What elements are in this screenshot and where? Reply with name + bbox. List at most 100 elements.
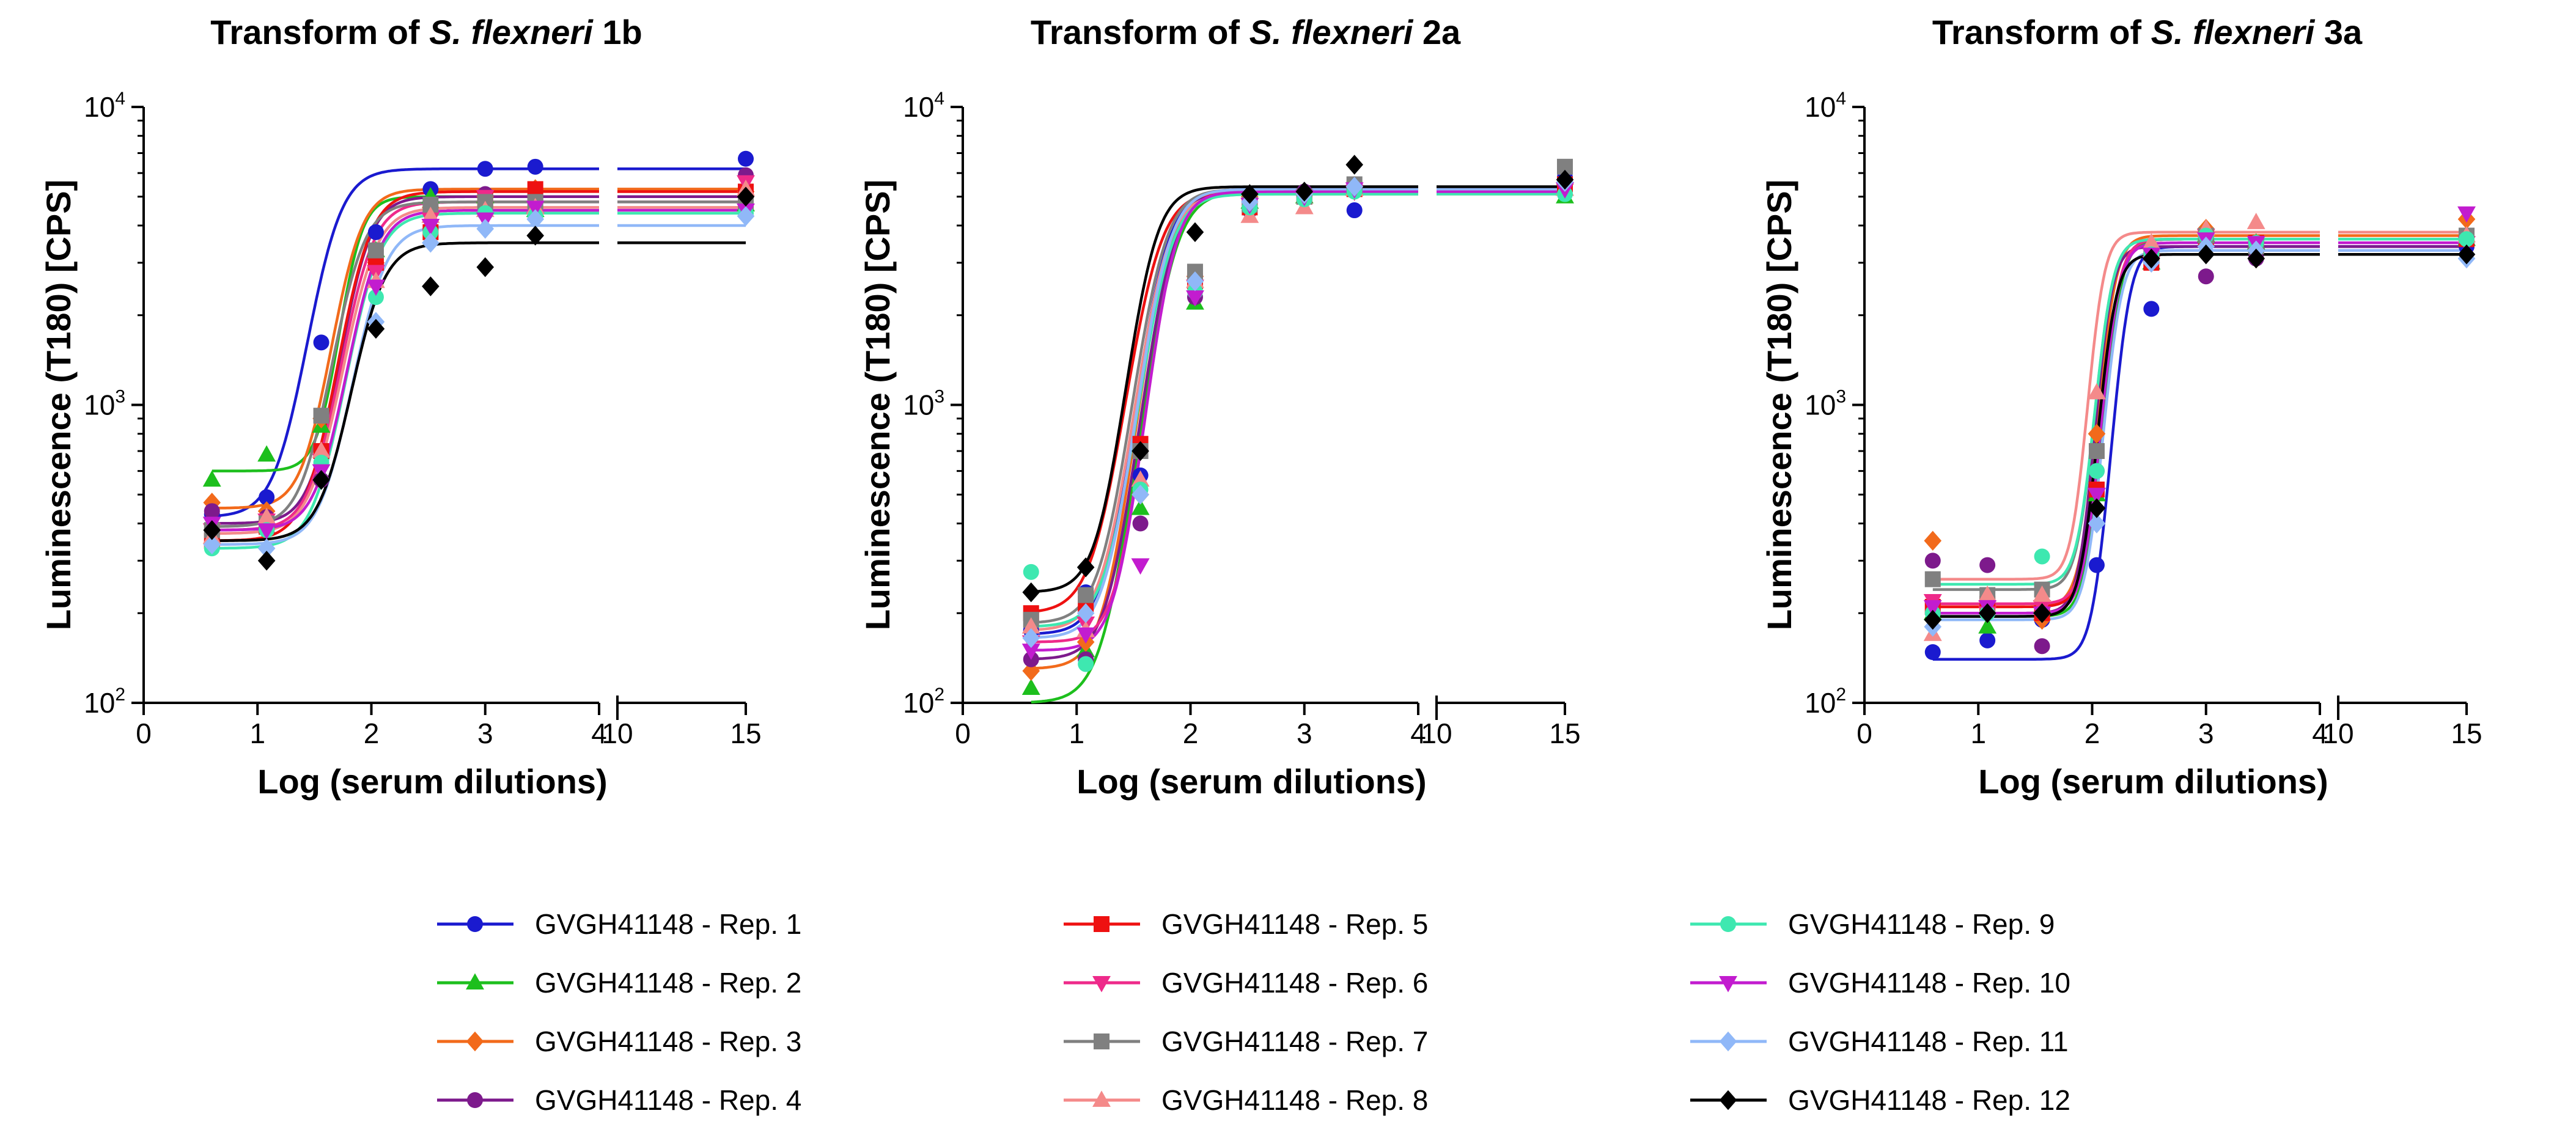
data-point-rep-10 [421, 218, 440, 235]
legend-marker [1719, 1031, 1737, 1052]
data-point-rep-12 [1295, 182, 1314, 202]
legend-marker [1094, 916, 1110, 932]
data-point-rep-12 [422, 276, 440, 296]
data-point-rep-12 [1345, 155, 1363, 175]
legend-item-rep-10: GVGH41148 - Rep. 10 [1690, 967, 2070, 999]
data-point-rep-12 [257, 551, 276, 571]
data-point-rep-12 [2457, 244, 2476, 265]
y-tick-exponent: 3 [934, 387, 944, 407]
y-tick-exponent: 4 [115, 89, 125, 109]
x-tick-label: 10 [2322, 718, 2353, 749]
x-tick-label: 15 [730, 718, 761, 749]
data-point-rep-11 [1132, 485, 1149, 505]
fit-curve-rep-7 [212, 200, 599, 528]
data-point-rep-11 [1345, 177, 1363, 197]
fit-curve-rep-10 [1932, 241, 2320, 615]
legend-item-rep-9: GVGH41148 - Rep. 9 [1690, 908, 2055, 940]
data-point-rep-1 [259, 489, 275, 505]
x-tick-label: 3 [1297, 718, 1312, 749]
data-point-rep-12 [1241, 184, 1259, 204]
data-point-rep-12 [1022, 582, 1040, 603]
y-tick-exponent: 2 [934, 685, 944, 705]
y-tick-label: 103 [1805, 387, 1846, 421]
data-point-rep-8 [257, 507, 276, 524]
data-point-rep-11 [1076, 603, 1095, 623]
y-tick-label: 102 [1805, 685, 1846, 719]
data-point-rep-12 [1186, 222, 1204, 243]
data-point-rep-7 [1078, 587, 1094, 603]
data-point-rep-4 [1924, 552, 1941, 569]
legend-item-rep-5: GVGH41148 - Rep. 5 [1064, 908, 1428, 940]
y-axis-label: Luminescence (T180) [CPS] [858, 180, 897, 631]
y-tick-label: 104 [1805, 89, 1846, 123]
fit-curve-rep-7 [1932, 238, 2320, 591]
data-point-rep-1 [2143, 301, 2160, 317]
y-tick-base: 10 [84, 389, 115, 421]
data-point-rep-4 [2034, 638, 2050, 655]
data-point-rep-7 [367, 242, 384, 259]
data-point-rep-12 [2247, 248, 2265, 269]
legend-marker [1094, 1033, 1110, 1049]
fit-curve-rep-10 [1031, 190, 1418, 652]
title-species: S. flexneri [429, 13, 594, 51]
data-point-rep-9 [367, 289, 384, 306]
data-point-rep-12 [1132, 441, 1149, 461]
x-tick-label: 4 [1410, 718, 1426, 749]
legend-item-rep-11: GVGH41148 - Rep. 11 [1690, 1026, 2069, 1057]
x-tick-label: 2 [2085, 718, 2100, 749]
title-strain: 1b [593, 13, 642, 51]
x-tick-label: 1 [249, 718, 265, 749]
data-point-rep-12 [1978, 603, 1996, 623]
legend-marker [467, 1092, 483, 1108]
x-tick-label: 15 [1549, 718, 1580, 749]
legend-label: GVGH41148 - Rep. 12 [1788, 1084, 2070, 1116]
data-point-rep-7 [2088, 443, 2105, 460]
x-tick-label: 1 [1069, 718, 1084, 749]
x-tick-label: 1 [1970, 718, 1986, 749]
legend-marker [1719, 975, 1737, 993]
y-tick-label: 103 [903, 387, 944, 421]
y-tick-base: 10 [903, 687, 934, 719]
data-point-rep-10 [1923, 600, 1942, 617]
y-tick-base: 10 [903, 91, 934, 123]
data-point-rep-8 [2088, 383, 2106, 400]
data-point-rep-8 [1131, 470, 1150, 487]
data-point-rep-1 [527, 158, 543, 175]
data-point-rep-10 [367, 279, 385, 296]
y-tick-exponent: 3 [115, 387, 125, 407]
x-tick-label: 0 [136, 718, 152, 749]
data-point-rep-12 [203, 520, 221, 540]
x-tick-label: 3 [2198, 718, 2214, 749]
data-point-rep-12 [2143, 248, 2160, 269]
data-point-rep-11 [257, 538, 276, 559]
title-strain: 2a [1413, 13, 1461, 51]
legend-item-rep-1: GVGH41148 - Rep. 1 [437, 908, 801, 940]
chart-title: Transform of S. flexneri 3a [1932, 13, 2363, 51]
data-point-rep-11 [737, 206, 755, 226]
legend-label: GVGH41148 - Rep. 4 [535, 1084, 801, 1116]
y-tick-exponent: 2 [115, 685, 125, 705]
y-tick-label: 104 [903, 89, 944, 123]
data-point-rep-10 [257, 523, 276, 540]
fit-curve-rep-6 [1031, 190, 1418, 644]
legend-marker [1092, 975, 1111, 993]
data-point-rep-10 [1021, 644, 1040, 660]
x-tick-label: 2 [364, 718, 380, 749]
legend-label: GVGH41148 - Rep. 1 [535, 908, 801, 940]
data-point-rep-8 [312, 441, 331, 458]
data-point-rep-12 [2197, 244, 2215, 265]
fit-curve-rep-12 [1031, 185, 1418, 593]
y-tick-base: 10 [84, 91, 115, 123]
data-point-rep-7 [1924, 571, 1941, 587]
data-point-rep-11 [422, 233, 440, 253]
data-point-rep-8 [1021, 617, 1040, 634]
data-point-rep-12 [2033, 603, 2051, 623]
legend-label: GVGH41148 - Rep. 9 [1788, 908, 2055, 940]
data-point-rep-1 [1924, 644, 1941, 660]
y-tick-label: 104 [84, 89, 125, 123]
data-point-rep-9 [2088, 463, 2105, 479]
x-tick-label: 10 [1421, 718, 1452, 749]
legend-label: GVGH41148 - Rep. 3 [535, 1026, 801, 1057]
